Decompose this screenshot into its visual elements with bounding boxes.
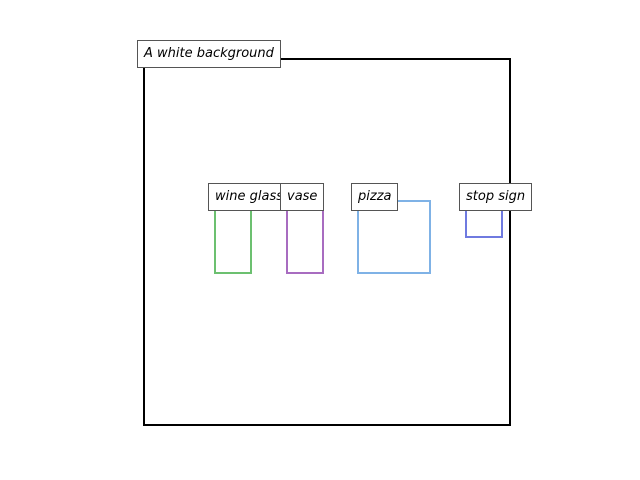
wine-glass-box (214, 200, 252, 274)
pizza-box (357, 200, 431, 274)
scene-frame (143, 58, 511, 426)
caption-label: A white background (137, 40, 281, 68)
wine-glass-label: wine glass (208, 183, 290, 211)
pizza-label: pizza (351, 183, 399, 211)
stop-sign-label: stop sign (459, 183, 533, 211)
vase-box (286, 200, 324, 274)
vase-label: vase (280, 183, 325, 211)
